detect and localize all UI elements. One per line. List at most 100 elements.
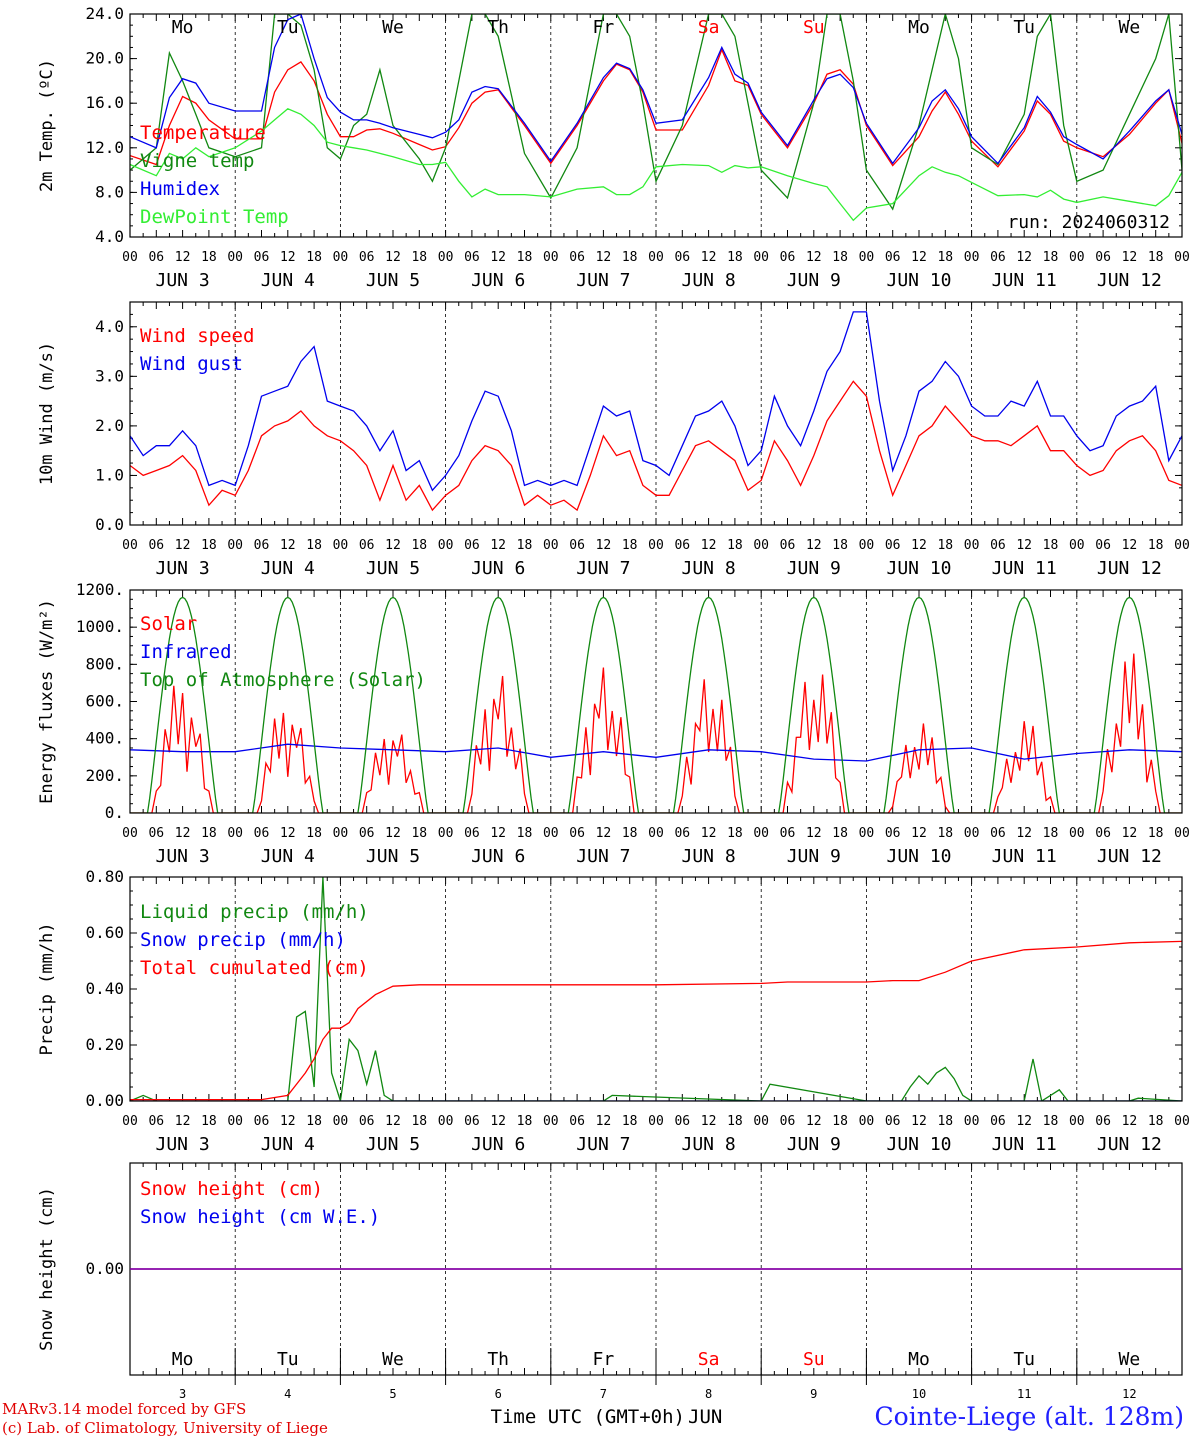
hour-label: 18	[411, 538, 427, 553]
y-tick-label: 0.80	[85, 867, 124, 886]
hour-label: 00	[1069, 826, 1085, 841]
hour-label: 06	[464, 1114, 480, 1129]
hour-label: 18	[937, 826, 953, 841]
hour-label: 12	[385, 538, 401, 553]
plot-frame	[129, 13, 1183, 238]
y-axis-label: Precip (mm/h)	[37, 922, 57, 1055]
hour-label: 00	[648, 538, 664, 553]
hour-label: 18	[832, 538, 848, 553]
hour-label: 12	[280, 538, 296, 553]
hour-label: 12	[490, 250, 506, 265]
hour-label: 18	[727, 250, 743, 265]
weekday-label: We	[1119, 17, 1141, 38]
legend-entry: Solar	[140, 613, 197, 635]
hour-label: 06	[1095, 826, 1111, 841]
hour-label: 12	[911, 1114, 927, 1129]
day-label: JUN 9	[787, 558, 841, 579]
panel-2: 0.0 1.0 2.0 3.0 4.0 10m Wind (m/s) Wind speed W…	[37, 301, 1190, 579]
hour-label: 18	[622, 1114, 638, 1129]
day-label: JUN 4	[261, 270, 315, 291]
hour-label: 00	[438, 826, 454, 841]
hour-label: 12	[280, 250, 296, 265]
y-tick-label: 0.00	[85, 1091, 124, 1110]
day-number: 4	[284, 1387, 291, 1401]
series-line	[130, 47, 1182, 168]
hour-label: 06	[148, 538, 164, 553]
hour-label: 18	[517, 1114, 533, 1129]
hour-label: 18	[1148, 250, 1164, 265]
day-label: JUN 11	[992, 270, 1057, 291]
hour-label: 00	[1174, 250, 1190, 265]
series-group	[130, 877, 1182, 1101]
hour-label: 00	[543, 538, 559, 553]
hour-label: 12	[385, 826, 401, 841]
legend-entry: Vigne temp	[140, 150, 254, 172]
day-label: JUN 5	[366, 558, 420, 579]
hour-label: 00	[859, 538, 875, 553]
day-label: JUN 7	[576, 270, 630, 291]
hour-label: 06	[359, 1114, 375, 1129]
hour-label: 06	[990, 538, 1006, 553]
hour-label: 00	[964, 1114, 980, 1129]
day-label: JUN 10	[886, 1134, 951, 1155]
day-label: JUN 3	[156, 1134, 210, 1155]
hour-label: 00	[333, 826, 349, 841]
y-tick-label: 0.0	[95, 515, 124, 534]
hour-label: 06	[674, 538, 690, 553]
weekday-label: Tu	[1013, 17, 1035, 38]
weekday-label: Mo	[908, 17, 930, 38]
weekday-label: Mo	[172, 1349, 194, 1370]
legend-entry: Snow height (cm W.E.)	[140, 1206, 380, 1228]
day-number: 8	[705, 1387, 712, 1401]
hour-label: 06	[359, 826, 375, 841]
hour-label: 00	[333, 250, 349, 265]
hour-label: 12	[596, 826, 612, 841]
day-label: JUN 6	[471, 270, 525, 291]
weekday-label: Mo	[908, 1349, 930, 1370]
hour-label: 18	[622, 826, 638, 841]
hour-label: 18	[517, 250, 533, 265]
hour-label: 00	[122, 1114, 138, 1129]
day-label: JUN 3	[156, 846, 210, 867]
hour-label: 06	[464, 538, 480, 553]
hour-label: 18	[937, 1114, 953, 1129]
hour-label: 18	[201, 250, 217, 265]
hour-label: 06	[990, 250, 1006, 265]
hour-label: 18	[306, 250, 322, 265]
series-group	[130, 596, 1182, 813]
hour-label: 00	[333, 538, 349, 553]
day-label: JUN 9	[787, 270, 841, 291]
hour-label: 06	[990, 826, 1006, 841]
hour-label: 12	[596, 250, 612, 265]
legend-entry: Wind gust	[140, 353, 243, 375]
y-tick-label: 16.0	[85, 93, 124, 112]
hour-label: 12	[280, 826, 296, 841]
hour-label: 18	[201, 826, 217, 841]
weekday-label: Su	[803, 17, 825, 38]
hour-label: 00	[648, 250, 664, 265]
hour-label: 12	[701, 250, 717, 265]
hour-label: 18	[411, 250, 427, 265]
hour-label: 12	[490, 826, 506, 841]
hour-label: 12	[1122, 250, 1138, 265]
weekday-label: We	[1119, 1349, 1141, 1370]
y-tick-label: 1000.	[76, 617, 124, 636]
hour-label: 00	[859, 826, 875, 841]
hour-label: 06	[464, 826, 480, 841]
y-tick-label: 8.0	[95, 182, 124, 201]
hour-label: 00	[753, 250, 769, 265]
day-label: JUN 8	[682, 1134, 736, 1155]
legend-entry: Top of Atmosphere (Solar)	[140, 669, 426, 691]
legend-entry: Temperature	[140, 122, 266, 144]
hour-label: 00	[753, 1114, 769, 1129]
day-label: JUN 10	[886, 558, 951, 579]
day-label: JUN 5	[366, 846, 420, 867]
hour-label: 18	[622, 250, 638, 265]
hour-label: 18	[832, 826, 848, 841]
y-tick-label: 4.0	[95, 227, 124, 246]
hour-label: 18	[306, 1114, 322, 1129]
hour-label: 12	[1016, 1114, 1032, 1129]
hour-label: 00	[227, 250, 243, 265]
day-label: JUN 10	[886, 270, 951, 291]
hour-label: 12	[911, 826, 927, 841]
